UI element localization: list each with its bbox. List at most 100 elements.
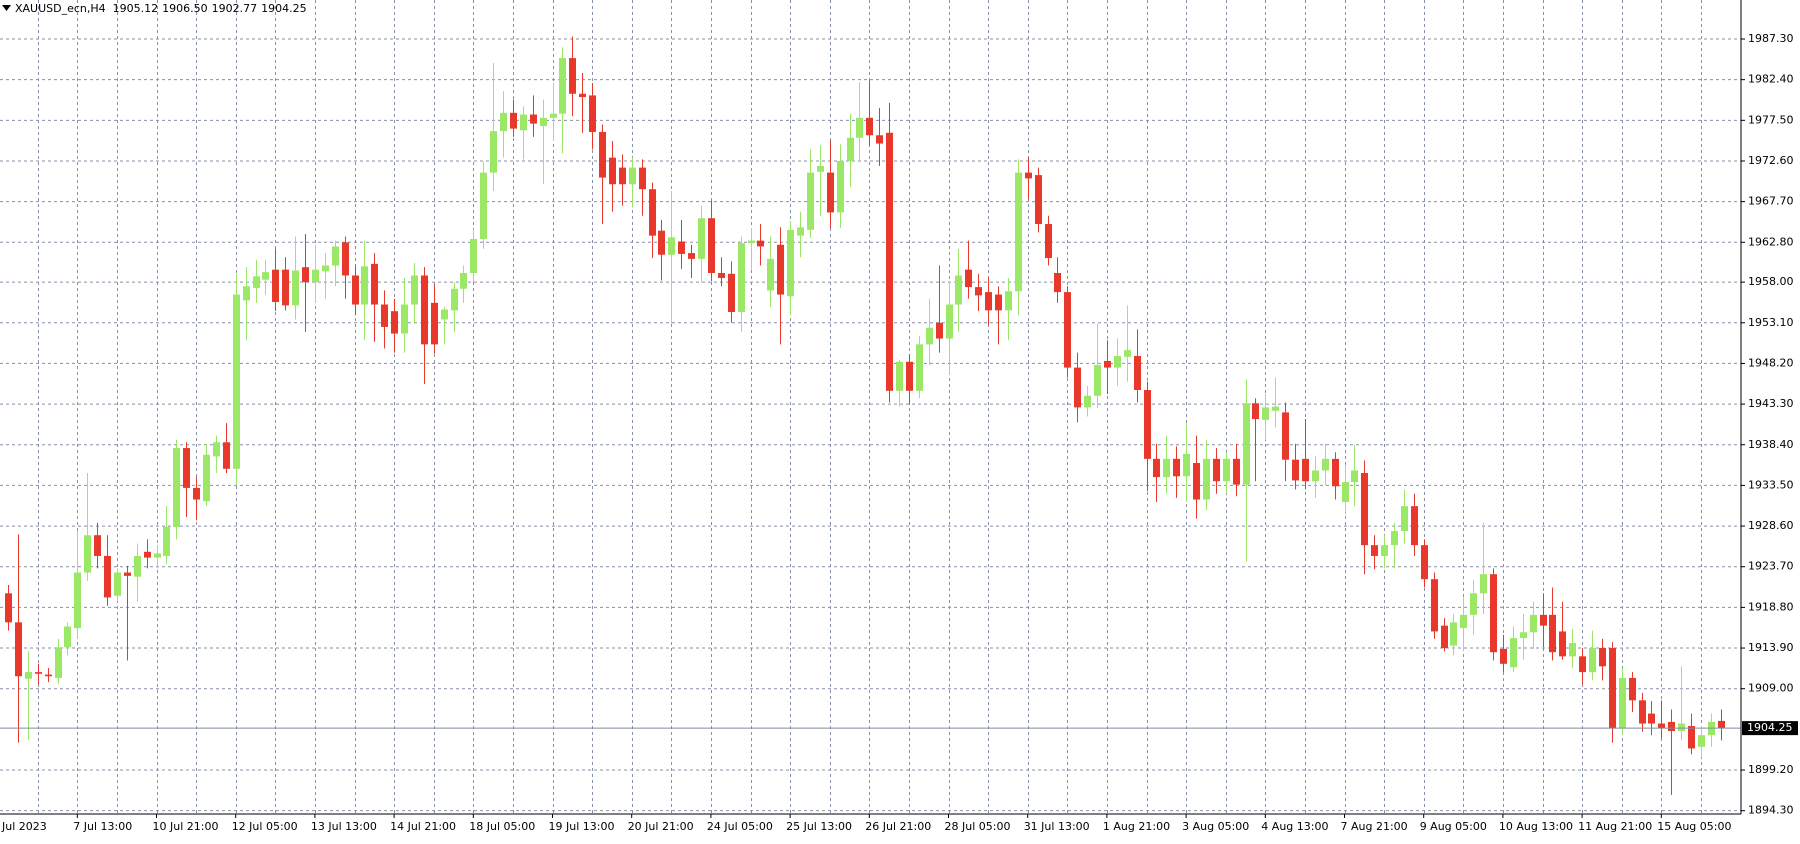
x-tick-label: 14 Jul 21:00 bbox=[390, 820, 456, 833]
candle-body bbox=[1470, 593, 1477, 615]
candle-body bbox=[807, 172, 814, 230]
candle-body bbox=[827, 172, 834, 213]
candle-body bbox=[965, 269, 972, 288]
candle-body bbox=[154, 553, 161, 558]
candle-body bbox=[1431, 579, 1438, 632]
candle-body bbox=[876, 135, 883, 144]
candle-body bbox=[975, 287, 982, 296]
candle-body bbox=[292, 270, 299, 306]
x-tick-label: 15 Aug 05:00 bbox=[1657, 820, 1731, 833]
candle-body bbox=[1203, 458, 1210, 500]
candle-body bbox=[1639, 700, 1646, 724]
candle-body bbox=[550, 113, 557, 118]
candle-body bbox=[777, 244, 784, 295]
ohlc-close: 1904.25 bbox=[261, 2, 307, 15]
candle-body bbox=[302, 267, 309, 283]
current-price-label: 1904.25 bbox=[1747, 721, 1793, 734]
candle-body bbox=[411, 275, 418, 305]
candle-body bbox=[540, 117, 547, 127]
candle-body bbox=[1233, 458, 1240, 485]
candle-body bbox=[530, 114, 537, 124]
x-tick-label: 3 Aug 05:00 bbox=[1182, 820, 1249, 833]
candle-body bbox=[470, 238, 477, 273]
candle-body bbox=[748, 240, 755, 244]
y-tick-label: 1913.90 bbox=[1748, 641, 1794, 654]
candle-body bbox=[1540, 614, 1547, 626]
candle-body bbox=[1223, 458, 1230, 482]
candle-body bbox=[1213, 458, 1220, 482]
x-tick-label: 24 Jul 05:00 bbox=[707, 820, 773, 833]
candle-body bbox=[1262, 407, 1269, 420]
candle-body bbox=[421, 275, 428, 345]
candle-body bbox=[1005, 291, 1012, 311]
candle-body bbox=[203, 454, 210, 502]
candle-body bbox=[738, 243, 745, 312]
candle-body bbox=[1559, 631, 1566, 657]
header-arrow bbox=[2, 5, 11, 11]
candle-body bbox=[55, 647, 62, 678]
candle-body bbox=[173, 448, 180, 527]
candle-body bbox=[262, 272, 269, 280]
candle-body bbox=[886, 132, 893, 391]
candle-body bbox=[1421, 545, 1428, 580]
x-tick-label: Jul 2023 bbox=[1, 820, 47, 833]
candle-body bbox=[1530, 614, 1537, 633]
candle-body bbox=[15, 622, 22, 677]
x-tick-label: 7 Jul 13:00 bbox=[73, 820, 132, 833]
x-tick-label: 12 Jul 05:00 bbox=[232, 820, 298, 833]
candle-body bbox=[1193, 463, 1200, 500]
candle-body bbox=[896, 361, 903, 391]
y-tick-label: 1962.80 bbox=[1748, 235, 1794, 248]
candle-body bbox=[1381, 545, 1388, 556]
x-tick-label: 13 Jul 13:00 bbox=[311, 820, 377, 833]
candle-body bbox=[213, 442, 220, 457]
candle-body bbox=[35, 672, 42, 674]
y-tick-label: 1933.50 bbox=[1748, 478, 1794, 491]
x-tick-label: 7 Aug 21:00 bbox=[1341, 820, 1408, 833]
candle-body bbox=[569, 58, 576, 94]
candle-body bbox=[361, 266, 368, 305]
candle-body bbox=[1163, 458, 1170, 478]
header-text: XAUUSD_ecn,H4 1905.12 1906.50 1902.77 1904.2… bbox=[15, 2, 307, 15]
candle-body bbox=[1134, 355, 1141, 390]
candle-body bbox=[757, 240, 764, 247]
candle-body bbox=[1282, 412, 1289, 460]
y-tick-label: 1909.00 bbox=[1748, 682, 1794, 695]
candle-body bbox=[243, 286, 250, 301]
candle-body bbox=[500, 112, 507, 132]
candle-body bbox=[371, 263, 378, 305]
y-tick-label: 1928.60 bbox=[1748, 519, 1794, 532]
candle-body bbox=[1401, 506, 1408, 532]
candle-body bbox=[678, 241, 685, 254]
y-tick-label: 1987.30 bbox=[1748, 32, 1794, 45]
candle-body bbox=[1411, 506, 1418, 546]
candle-body bbox=[163, 526, 170, 556]
candle-body bbox=[1351, 470, 1358, 483]
x-tick-label: 10 Jul 21:00 bbox=[153, 820, 219, 833]
candle-body bbox=[520, 114, 527, 131]
candle-body bbox=[1064, 292, 1071, 368]
candle-body bbox=[936, 322, 943, 339]
candle-body bbox=[441, 309, 448, 320]
candle-body bbox=[995, 294, 1002, 311]
y-tick-label: 1899.20 bbox=[1748, 763, 1794, 776]
y-tick-label: 1972.60 bbox=[1748, 154, 1794, 167]
candle-body bbox=[619, 167, 626, 185]
candle-body bbox=[45, 674, 52, 677]
candle-body bbox=[906, 361, 913, 391]
candle-body bbox=[649, 189, 656, 236]
x-tick-label: 10 Aug 13:00 bbox=[1499, 820, 1573, 833]
symbol: XAUUSD_ecn,H4 bbox=[15, 2, 106, 15]
candle-body bbox=[1609, 648, 1616, 729]
candle-body bbox=[253, 276, 260, 288]
x-tick-label: 9 Aug 05:00 bbox=[1420, 820, 1487, 833]
x-tick-label: 31 Jul 13:00 bbox=[1024, 820, 1090, 833]
candle-body bbox=[1480, 574, 1487, 594]
x-tick-label: 4 Aug 13:00 bbox=[1261, 820, 1328, 833]
candle-body bbox=[342, 242, 349, 276]
candle-body bbox=[401, 304, 408, 334]
candle-body bbox=[1569, 643, 1576, 657]
candle-body bbox=[1322, 458, 1329, 471]
